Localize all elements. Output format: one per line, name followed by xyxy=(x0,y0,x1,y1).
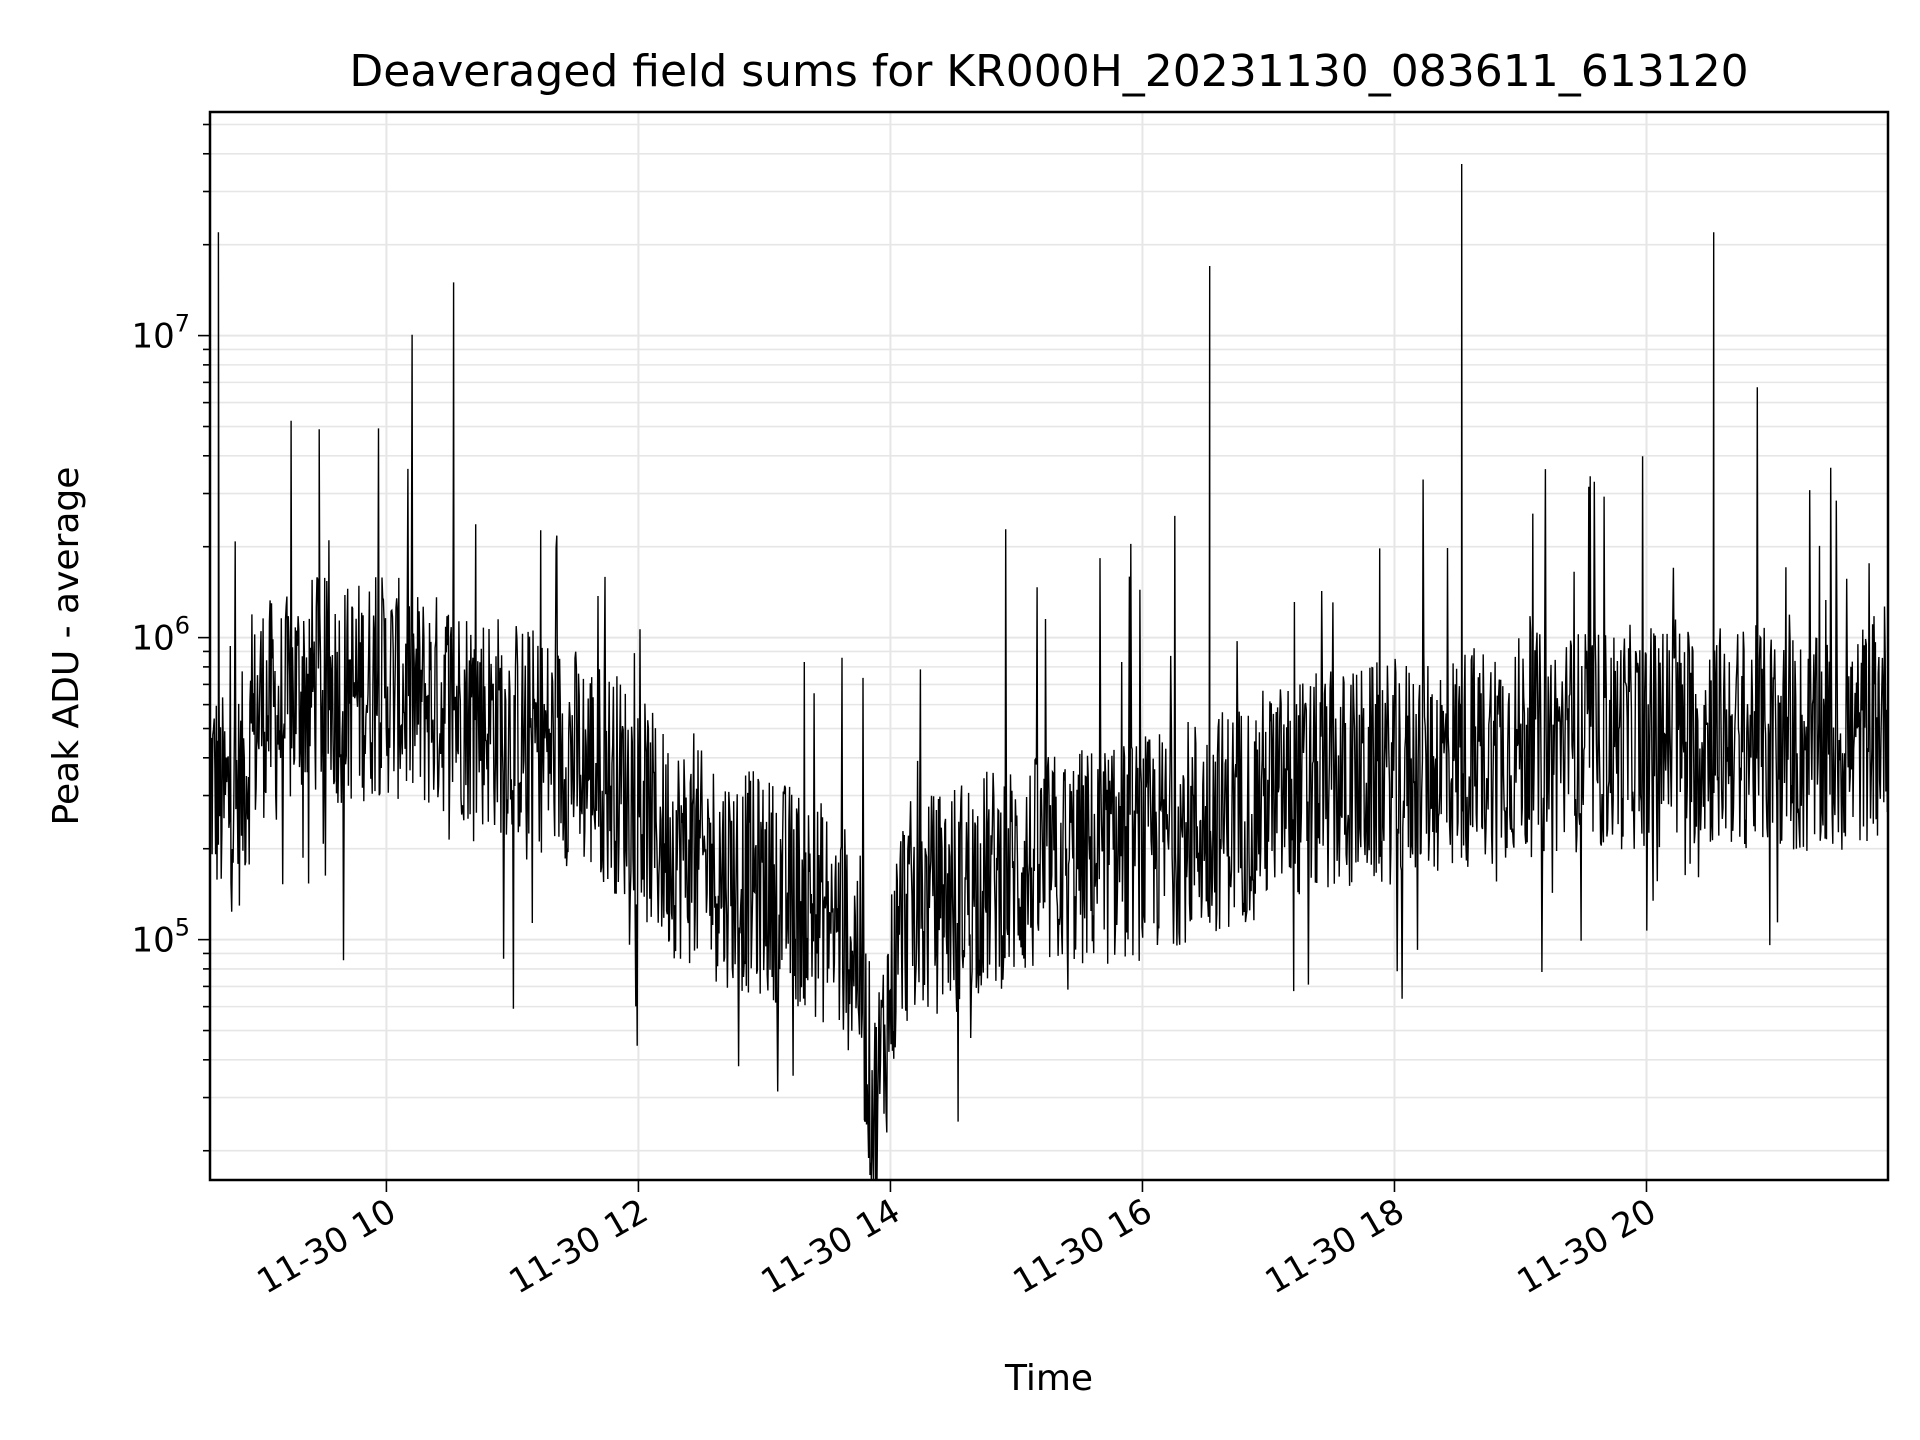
y-axis: 105 106 107 xyxy=(131,123,210,1152)
x-axis-label: Time xyxy=(1004,1358,1093,1399)
plot-frame xyxy=(208,110,1890,1182)
chart-title: Deaveraged field sums for KR000H_2023113… xyxy=(349,46,1748,97)
y-tick-label: 107 xyxy=(131,310,190,357)
series-line xyxy=(209,163,1889,1181)
y-tick-label: 105 xyxy=(131,914,190,961)
y-tick-label: 106 xyxy=(131,612,190,659)
y-axis-label: Peak ADU - average xyxy=(46,467,87,826)
series-layer xyxy=(209,163,1889,1181)
